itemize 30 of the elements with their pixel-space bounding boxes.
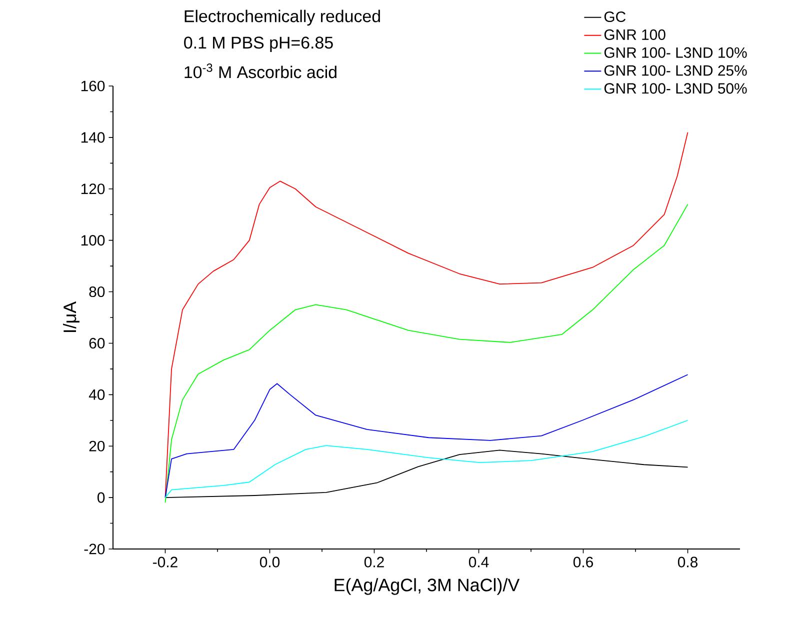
text: 0.1 M PBS pH=6.85 <box>184 36 333 52</box>
line-series <box>164 374 688 498</box>
line-series <box>164 420 688 498</box>
y-tick-label: 80 <box>89 286 105 298</box>
x-axis-title: E(Ag/AgCl, 3M NaCl)/V <box>334 578 520 595</box>
x-tick-label: 0.2 <box>364 556 384 568</box>
x-tick-label: 0.0 <box>260 556 280 568</box>
y-tick-label: 140 <box>81 132 105 143</box>
legend-label: GC <box>604 11 626 22</box>
x-tick-label: 0.4 <box>468 556 489 568</box>
x-tick-label: -0.2 <box>153 556 178 568</box>
y-tick-label: 100 <box>81 235 105 246</box>
y-tick-label: 20 <box>89 440 105 452</box>
legend-label: GNR 100 <box>604 29 666 40</box>
x-tick-label: 0.8 <box>678 556 698 568</box>
y-tick-label: 60 <box>89 338 105 349</box>
y-tick-label: 120 <box>81 184 105 194</box>
line-series <box>164 450 688 498</box>
text: Electrochemically reduced <box>184 10 380 26</box>
x-tick-label: 0.6 <box>573 556 593 568</box>
text: 10$^{-3}$ M Ascorbic acid <box>184 64 336 78</box>
y-tick-label: 0 <box>97 492 105 503</box>
legend-label: GNR 100- L3ND 25% <box>604 65 747 76</box>
line-series <box>164 204 688 504</box>
legend-label: GNR 100- L3ND 50% <box>604 83 747 94</box>
y-tick-label: 160 <box>81 80 105 92</box>
y-tick-label: -20 <box>84 544 105 554</box>
y-tick-label: 40 <box>88 389 105 400</box>
legend-label: GNR 100- L3ND 10% <box>604 47 747 58</box>
y-axis-title: I/μA <box>63 301 80 332</box>
